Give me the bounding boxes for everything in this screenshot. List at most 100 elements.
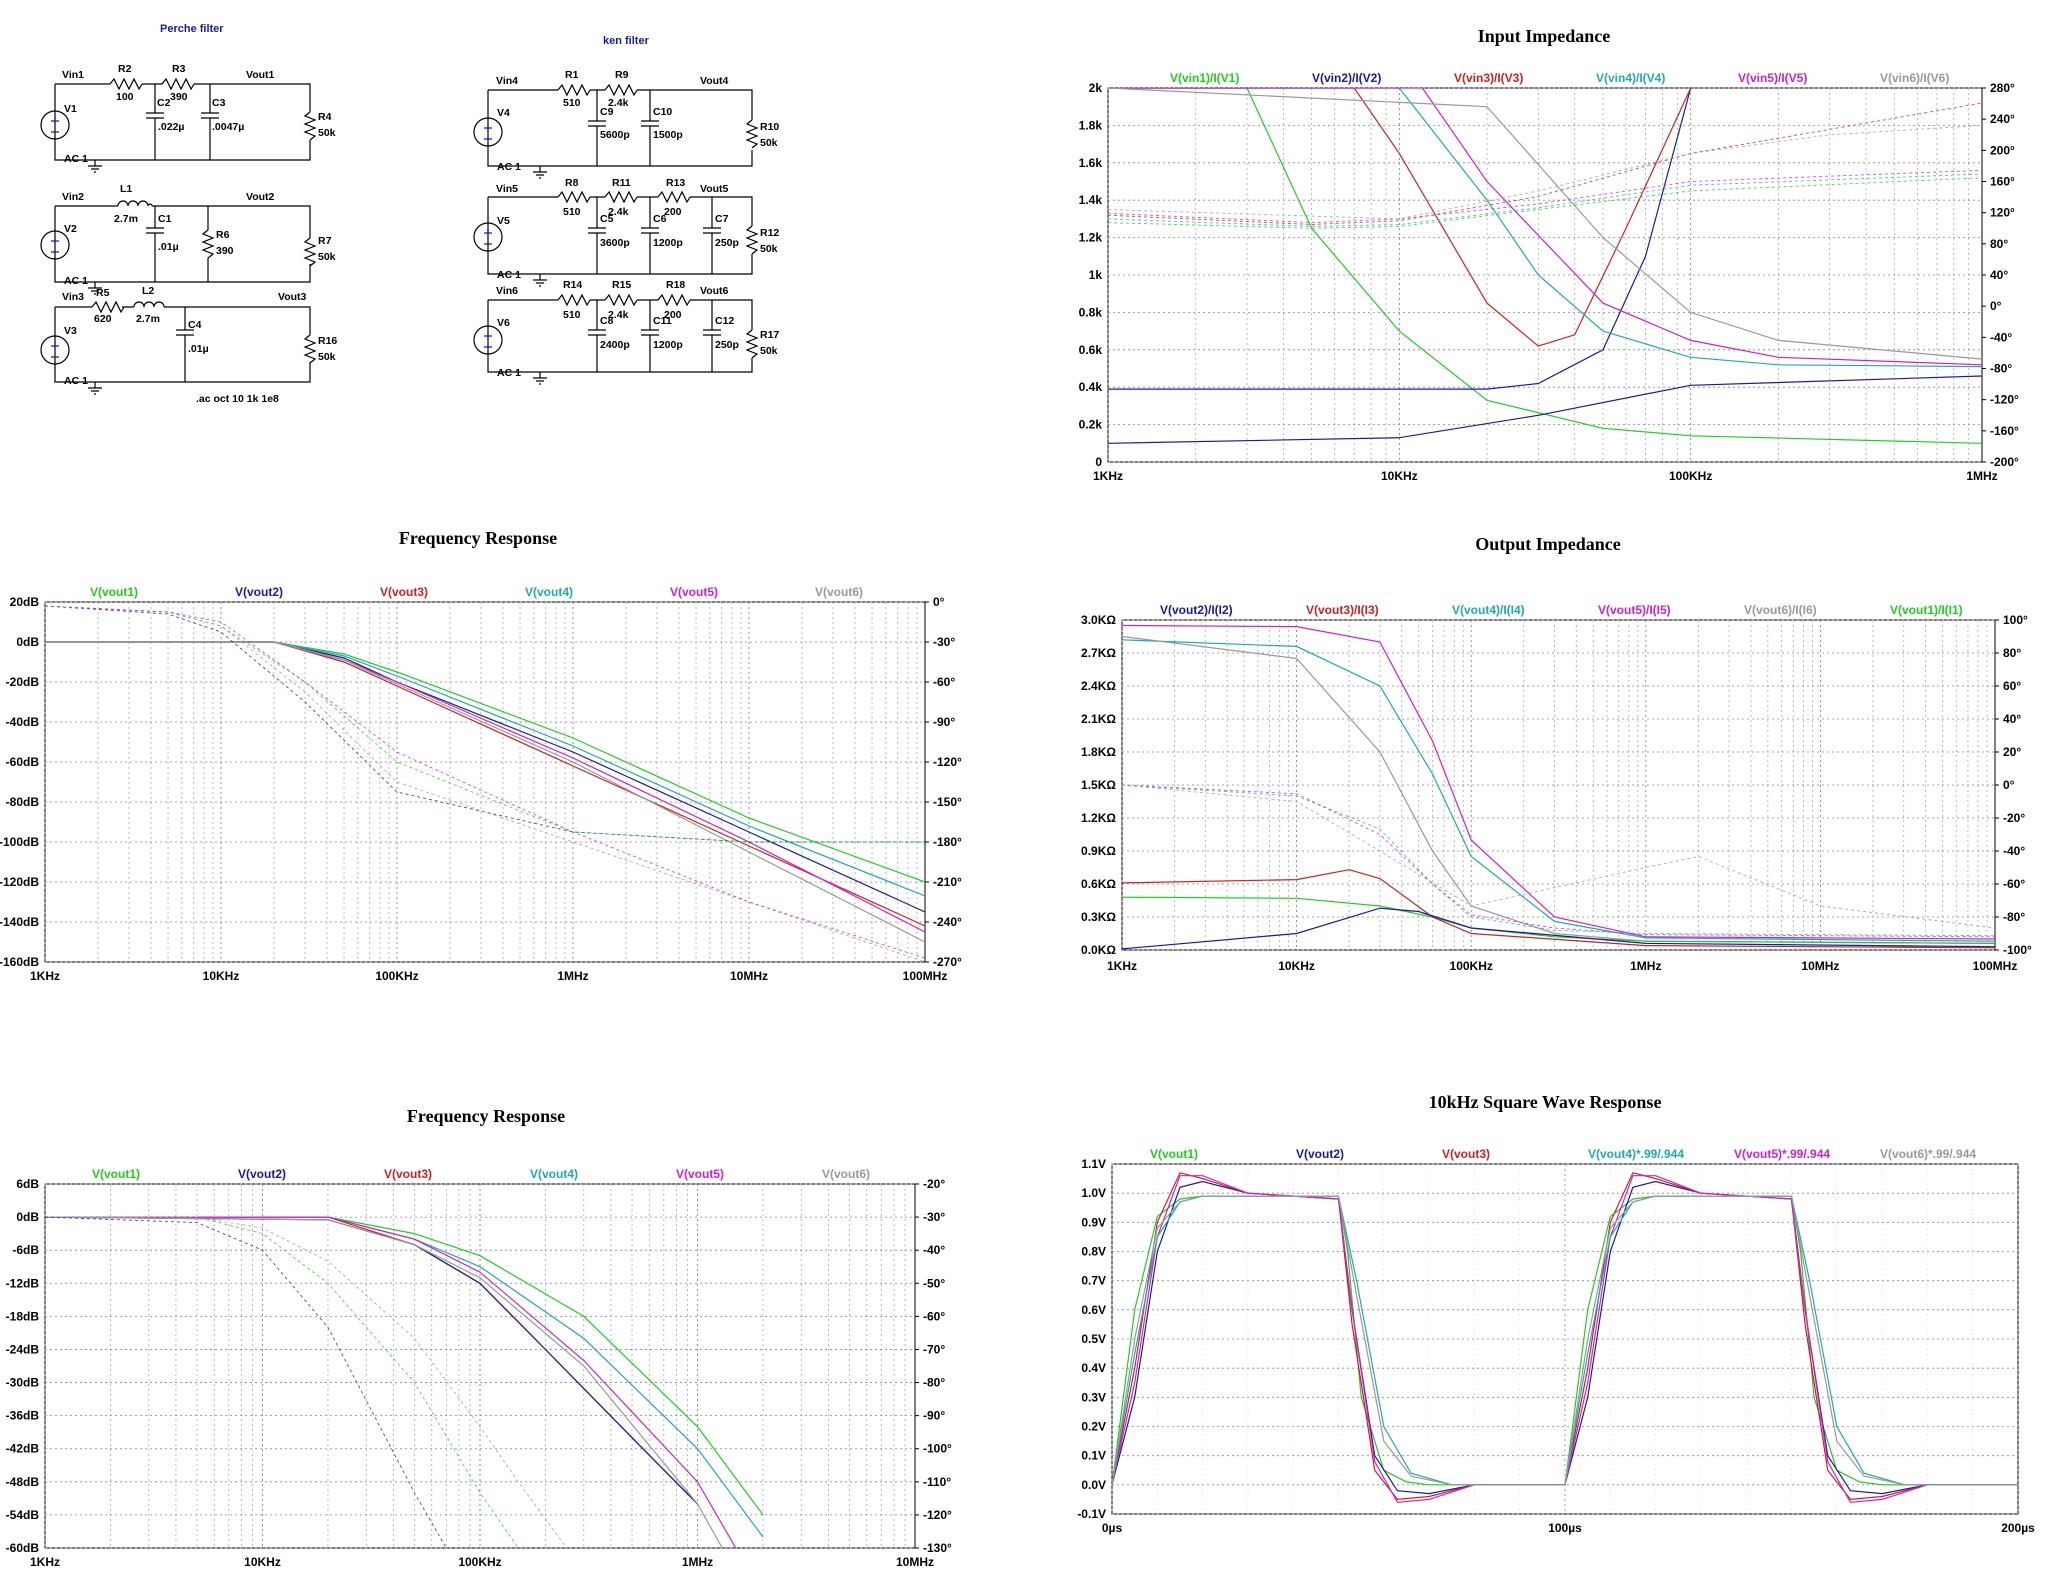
ac-directive: .ac oct 10 1k 1e8 bbox=[196, 393, 279, 405]
y-tick-label: 0.8k bbox=[1079, 305, 1103, 319]
ken-filter-title: ken filter bbox=[603, 35, 650, 47]
schematic-label: AC 1 bbox=[497, 269, 521, 281]
schematic-label: .01µ bbox=[188, 343, 209, 355]
y2-tick-label: -130° bbox=[923, 1541, 952, 1555]
legend-entry: V(vout4) bbox=[530, 1167, 578, 1181]
schematic-label: R15 bbox=[612, 279, 631, 291]
legend-entry: V(vout6)*.99/.944 bbox=[1880, 1147, 1976, 1161]
series-group bbox=[1112, 1172, 2018, 1503]
schematic-label: Vout4 bbox=[700, 75, 729, 87]
schematic-label: 1200p bbox=[653, 339, 683, 351]
x-tick-label: 1KHz bbox=[30, 1555, 60, 1569]
square-wave-svg: 10kHz Square Wave Response -0.1V 0.0V 0.1V 0… bbox=[1077, 1092, 2035, 1535]
y-tick-label: -40dB bbox=[6, 715, 40, 729]
y2-tick-label: -80° bbox=[2003, 910, 2025, 924]
x-tick-label: 100KHz bbox=[1450, 959, 1493, 973]
y-tick-label: 0.7V bbox=[1081, 1274, 1106, 1288]
y-tick-label: 0.2V bbox=[1081, 1420, 1106, 1434]
schematic-label: 1200p bbox=[653, 237, 683, 249]
y2-tick-label: -100° bbox=[923, 1442, 952, 1456]
schematic-label: 50k bbox=[318, 351, 336, 363]
legend-entry: V(vin3)/I(V3) bbox=[1454, 71, 1523, 85]
schematic-label: Vin5 bbox=[496, 183, 518, 195]
series-line bbox=[45, 641, 925, 897]
schematic-label: V2 bbox=[64, 223, 77, 235]
y2-tick-label: -40° bbox=[1990, 330, 2012, 344]
y2-tick-label: -270° bbox=[933, 955, 962, 969]
schematic-label: R13 bbox=[666, 177, 685, 189]
legend-entry: V(vout2) bbox=[235, 585, 283, 599]
x-tick-label: 1KHz bbox=[1107, 959, 1137, 973]
schematic-label: Vout6 bbox=[700, 285, 729, 297]
y-tick-label: 3.0KΩ bbox=[1081, 613, 1116, 627]
y2-tick-label: 120° bbox=[1990, 206, 2015, 220]
y-tick-label: 0.9V bbox=[1081, 1215, 1106, 1229]
schematic-panel: Perche filter ken filter .ac oct 10 1k 1… bbox=[0, 0, 1000, 470]
series-line bbox=[1122, 784, 1995, 938]
y-tick-label: 2.4KΩ bbox=[1081, 679, 1116, 693]
perche-filter-title: Perche filter bbox=[160, 23, 224, 35]
y-tick-label: 2k bbox=[1089, 81, 1103, 95]
series-line bbox=[45, 1216, 723, 1548]
schematic-label: C1 bbox=[158, 213, 172, 225]
schematic-label: Vout5 bbox=[700, 183, 729, 195]
schematic-label: R17 bbox=[760, 329, 779, 341]
frequency-response-chart-2: Frequency Response -60dB -54dB -48dB -42dB -3… bbox=[0, 1090, 1000, 1578]
y-tick-label: -160dB bbox=[0, 955, 39, 969]
y2-tick-label: -60° bbox=[933, 675, 955, 689]
source-symbols bbox=[51, 117, 492, 358]
schematic-label: 50k bbox=[318, 251, 336, 263]
y-tick-label: 0 bbox=[1095, 455, 1102, 469]
schematic-label: Vin6 bbox=[496, 285, 518, 297]
y-tick-label: 1.1V bbox=[1081, 1157, 1106, 1171]
series-group bbox=[45, 605, 925, 962]
legend-entry: V(vout1) bbox=[92, 1167, 140, 1181]
schematic-label: 250p bbox=[715, 237, 739, 249]
schematic-label: 2.4k bbox=[608, 206, 629, 218]
y2-tick-label: -240° bbox=[933, 915, 962, 929]
schematic-label: AC 1 bbox=[64, 275, 88, 287]
schematic-label: L1 bbox=[120, 183, 132, 195]
schematic-label: .01µ bbox=[158, 241, 179, 253]
series-line bbox=[1108, 88, 1982, 366]
series-line bbox=[45, 1216, 567, 1548]
y-tick-label: -0.1V bbox=[1077, 1507, 1106, 1521]
x-tick-label: 0µs bbox=[1102, 1521, 1123, 1535]
x-tick-label: 1MHz bbox=[1630, 959, 1661, 973]
x-tick-label: 1KHz bbox=[1093, 469, 1123, 483]
schematic-label: R12 bbox=[760, 227, 779, 239]
schematic-label: .0047µ bbox=[212, 121, 244, 133]
y-tick-label: 1.8KΩ bbox=[1081, 745, 1116, 759]
schematic-label: 510 bbox=[563, 309, 581, 321]
schematic-label: AC 1 bbox=[64, 153, 88, 165]
y-tick-label: -140dB bbox=[0, 915, 39, 929]
schematic-label: 200 bbox=[664, 206, 682, 218]
series-line bbox=[1108, 124, 1982, 220]
schematic-label: 2.4k bbox=[608, 309, 629, 321]
series-line bbox=[1122, 896, 1995, 944]
y2-tick-label: 20° bbox=[2003, 745, 2021, 759]
y-tick-label: 1.6k bbox=[1079, 156, 1103, 170]
schematic-label: 390 bbox=[216, 245, 234, 257]
schematic-label: C11 bbox=[653, 315, 672, 327]
y2-tick-label: -160° bbox=[1990, 424, 2019, 438]
schematic-label: C6 bbox=[653, 213, 667, 225]
y-tick-label: 1k bbox=[1089, 268, 1103, 282]
y2-tick-label: 160° bbox=[1990, 175, 2015, 189]
y-tick-label: 0.3KΩ bbox=[1081, 910, 1116, 924]
y2-tick-label: 200° bbox=[1990, 143, 2015, 157]
y2-tick-label: -80° bbox=[923, 1376, 945, 1390]
series-group bbox=[1108, 88, 1982, 444]
y-tick-label: 0.8V bbox=[1081, 1245, 1106, 1259]
schematic-label: 620 bbox=[94, 313, 112, 325]
legend-entry: V(vout5)*.99/.944 bbox=[1734, 1147, 1830, 1161]
y-tick-label: 0.0V bbox=[1081, 1478, 1106, 1492]
schematic-label: 50k bbox=[760, 243, 778, 255]
y2-tick-label: 100° bbox=[2003, 613, 2028, 627]
y2-tick-label: -20° bbox=[923, 1177, 945, 1191]
schematic-label: 390 bbox=[170, 91, 188, 103]
y-tick-label: 0.6V bbox=[1081, 1303, 1106, 1317]
legend-entry: V(vout1) bbox=[1150, 1147, 1198, 1161]
x-tick-label: 100KHz bbox=[458, 1555, 501, 1569]
y2-tick-label: -50° bbox=[923, 1276, 945, 1290]
